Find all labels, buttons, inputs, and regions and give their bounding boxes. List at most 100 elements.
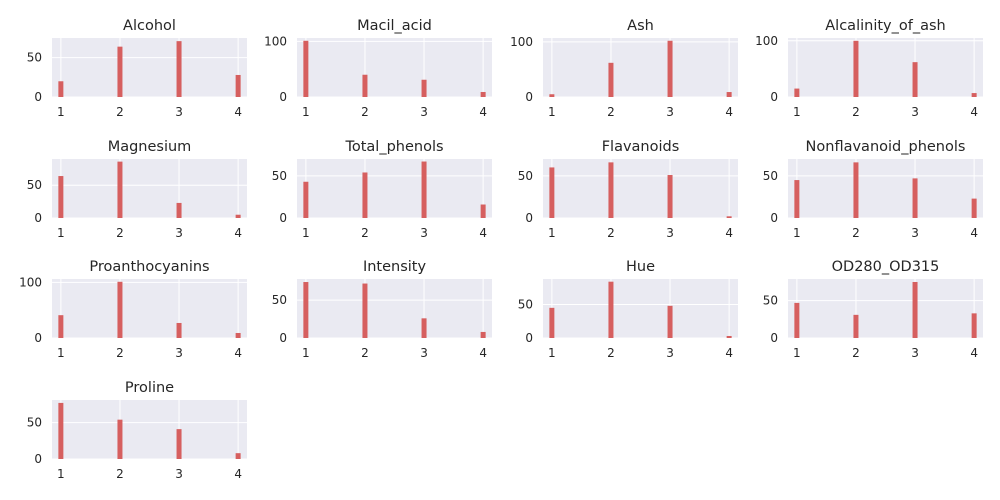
histogram-bar [117,161,123,218]
plot-area [543,38,738,97]
histogram-bar [971,313,977,338]
x-tick-label: 4 [234,105,242,119]
y-tick-label: 0 [34,331,42,345]
x-tick-label: 2 [607,226,615,240]
histogram-bar [726,216,732,218]
plot-area [788,159,983,218]
x-tick-label: 3 [175,346,183,360]
x-tick-label: 2 [116,467,124,481]
x-tick-label: 3 [666,105,674,119]
histogram-bar [362,172,368,218]
panel-title: Macil_acid [357,18,432,34]
plot-area [52,159,247,218]
histogram-bar [853,162,859,218]
x-tick-label: 3 [420,346,428,360]
plot-area [543,159,738,218]
histogram-bar [235,332,241,338]
histogram-bar [608,62,614,97]
histogram-bar [176,202,182,218]
histogram-bar [480,204,486,218]
x-tick-label: 1 [57,226,65,240]
x-tick-label: 1 [57,467,65,481]
histogram-panel: Alcalinity_of_ash 1 2 3 4 0 100 [755,18,983,119]
histogram-bar [303,40,309,97]
x-tick-label: 4 [725,346,733,360]
plot-area [297,159,492,218]
x-tick-label: 2 [852,226,860,240]
x-tick-label: 3 [666,226,674,240]
panel-title: Ash [627,18,654,34]
x-tick-label: 1 [793,105,801,119]
x-tick-label: 2 [361,346,369,360]
histogram-panel: Magnesium 1 2 3 4 0 50 [27,139,247,240]
histogram-bar [117,419,123,459]
histogram-bar [912,281,918,338]
y-tick-label: 50 [763,169,778,183]
plot-area [297,38,492,97]
histogram-bar [176,322,182,338]
x-tick-label: 4 [725,105,733,119]
y-tick-label: 0 [525,211,533,225]
x-tick-label: 3 [911,226,919,240]
x-tick-label: 3 [420,105,428,119]
histogram-bar [362,74,368,97]
histogram-panel: Hue 1 2 3 4 0 50 [518,259,738,360]
y-tick-label: 50 [518,169,533,183]
y-tick-label: 0 [770,211,778,225]
panel-title: Intensity [363,259,427,275]
histogram-panel: OD280_OD315 1 2 3 4 0 50 [763,259,983,360]
x-tick-label: 3 [175,226,183,240]
x-tick-label: 2 [607,346,615,360]
histogram-bar [480,331,486,338]
plot-area [297,279,492,338]
y-tick-label: 100 [510,35,533,49]
y-tick-label: 100 [264,34,287,48]
panel-title: Flavanoids [602,139,680,155]
y-tick-label: 100 [755,34,778,48]
panel-title: Alcohol [123,18,176,34]
histogram-bar [667,305,673,338]
y-tick-label: 50 [272,293,287,307]
histogram-bar [480,91,486,97]
histogram-bar [117,281,123,338]
panel-title: OD280_OD315 [832,259,940,275]
plot-area [52,38,247,97]
y-tick-label: 0 [770,90,778,104]
y-tick-label: 50 [518,297,533,311]
histogram-panel: Proanthocyanins 1 2 3 4 0 100 [19,259,247,360]
x-tick-label: 2 [361,226,369,240]
x-tick-label: 4 [970,226,978,240]
panel-title: Proline [125,380,174,396]
histogram-bar [58,315,64,338]
x-tick-label: 1 [793,226,801,240]
histogram-bar [362,283,368,338]
x-tick-label: 4 [970,105,978,119]
x-tick-label: 4 [479,346,487,360]
histogram-panel: Intensity 1 2 3 4 0 50 [272,259,492,360]
histogram-bar [58,81,64,97]
y-tick-label: 0 [279,211,287,225]
histogram-bar [117,46,123,97]
y-tick-label: 0 [34,211,42,225]
histogram-bar [608,162,614,218]
histogram-bar [608,281,614,338]
histogram-panel: Ash 1 2 3 4 0 100 [510,18,738,119]
histogram-bar [794,180,800,218]
x-tick-label: 2 [607,105,615,119]
x-tick-label: 3 [420,226,428,240]
panel-title: Total_phenols [344,139,443,155]
x-tick-label: 1 [302,346,310,360]
y-tick-label: 0 [770,331,778,345]
y-tick-label: 50 [27,178,42,192]
x-tick-label: 1 [57,346,65,360]
x-tick-label: 2 [852,346,860,360]
histogram-bar [853,314,859,338]
histogram-bar [303,181,309,218]
x-tick-label: 1 [548,226,556,240]
histogram-bar [853,40,859,97]
histogram-bar [794,88,800,97]
y-tick-label: 0 [279,90,287,104]
y-tick-label: 50 [27,51,42,65]
x-tick-label: 2 [116,105,124,119]
